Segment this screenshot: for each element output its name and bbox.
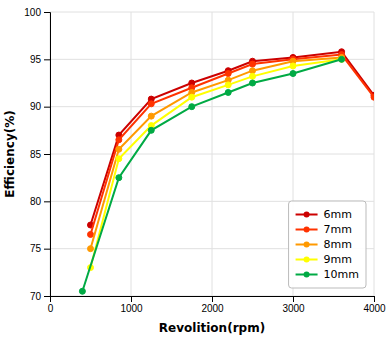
x-tick-mark — [374, 296, 375, 302]
plot: 0 1000 2000 3000 4000 70 75 80 85 90 95 100 6mm 7mm 8m… — [24, 7, 386, 314]
series-point — [339, 56, 345, 62]
series-point — [250, 73, 256, 79]
series-point — [116, 146, 122, 152]
legend-marker — [304, 257, 310, 263]
x-tick-label: 3000 — [282, 303, 305, 314]
legend-item: 8mm — [296, 238, 352, 251]
x-tick: 4000 — [363, 296, 386, 314]
y-axis-title: Efficiency(%) — [3, 110, 17, 197]
series-point — [250, 61, 256, 67]
series-point — [148, 127, 154, 133]
y-tick: 95 — [30, 54, 50, 65]
x-tick-label: 1000 — [120, 303, 143, 314]
y-tick-label: 85 — [30, 149, 42, 160]
y-tick: 100 — [24, 7, 50, 18]
series-point — [116, 156, 122, 162]
y-tick: 70 — [30, 291, 50, 302]
series-point — [225, 71, 231, 77]
y-tick-label: 75 — [30, 243, 42, 254]
series-point — [225, 82, 231, 88]
legend-item: 9mm — [296, 253, 352, 266]
y-axis: 70 75 80 85 90 95 100 — [24, 7, 50, 302]
legend: 6mm 7mm 8mm 9mm 10mm — [289, 201, 366, 288]
series-point — [116, 175, 122, 181]
series-point — [339, 56, 345, 62]
legend-marker — [304, 227, 310, 233]
legend-label: 7mm — [324, 223, 352, 236]
x-tick: 1000 — [120, 296, 143, 314]
series-point — [250, 80, 256, 86]
series-point — [79, 288, 85, 294]
y-tick-mark — [44, 12, 50, 13]
series-point — [88, 246, 94, 252]
y-tick-label: 70 — [30, 291, 42, 302]
legend-marker — [304, 272, 310, 278]
x-tick-label: 4000 — [363, 303, 386, 314]
y-tick-mark — [44, 201, 50, 202]
grid-line-y — [50, 154, 374, 155]
y-tick: 85 — [30, 149, 50, 160]
series-point — [290, 63, 296, 69]
y-tick-mark — [44, 296, 50, 297]
y-tick-mark — [44, 154, 50, 155]
series-point — [148, 113, 154, 119]
grid-line-y — [50, 106, 374, 107]
series-point — [225, 89, 231, 95]
x-tick-mark — [293, 296, 294, 302]
series-point — [189, 104, 195, 110]
x-tick: 2000 — [201, 296, 224, 314]
y-tick-label: 80 — [30, 196, 42, 207]
y-tick: 90 — [30, 101, 50, 112]
legend-item: 7mm — [296, 223, 352, 236]
grid — [50, 12, 374, 296]
grid-line-y — [50, 12, 374, 13]
y-tick-mark — [44, 249, 50, 250]
chart: 0 1000 2000 3000 4000 70 75 80 85 90 95 100 6mm 7mm 8m… — [0, 0, 390, 340]
y-tick: 75 — [30, 243, 50, 254]
legend-item: 10mm — [296, 268, 359, 281]
legend-box — [289, 201, 366, 288]
series-point — [116, 137, 122, 143]
y-tick-label: 95 — [30, 54, 42, 65]
y-tick-label: 90 — [30, 101, 42, 112]
y-tick-mark — [44, 59, 50, 60]
legend-marker — [304, 212, 310, 218]
series-point — [189, 94, 195, 100]
x-axis: 0 1000 2000 3000 4000 — [48, 296, 386, 314]
legend-marker — [304, 242, 310, 248]
y-tick-label: 100 — [24, 7, 41, 18]
series-point — [88, 231, 94, 237]
legend-label: 8mm — [324, 238, 352, 251]
series-point — [371, 94, 374, 100]
x-tick-label: 2000 — [201, 303, 224, 314]
series-group — [79, 49, 374, 295]
series-point — [250, 68, 256, 74]
x-axis-title: Revolition(rpm) — [159, 321, 265, 335]
legend-item: 6mm — [296, 208, 352, 221]
series-point — [290, 71, 296, 77]
y-tick: 80 — [30, 196, 50, 207]
y-axis-line — [44, 13, 51, 297]
x-tick: 0 — [48, 296, 54, 314]
x-tick-mark — [131, 296, 132, 302]
legend-label: 9mm — [324, 253, 352, 266]
legend-label: 6mm — [324, 208, 352, 221]
legend-label: 10mm — [324, 268, 359, 281]
x-tick-label: 0 — [48, 303, 54, 314]
x-tick: 3000 — [282, 296, 305, 314]
y-tick-mark — [44, 107, 50, 108]
x-axis-line — [51, 297, 375, 303]
x-tick-mark — [212, 296, 213, 302]
series-point — [148, 101, 154, 107]
